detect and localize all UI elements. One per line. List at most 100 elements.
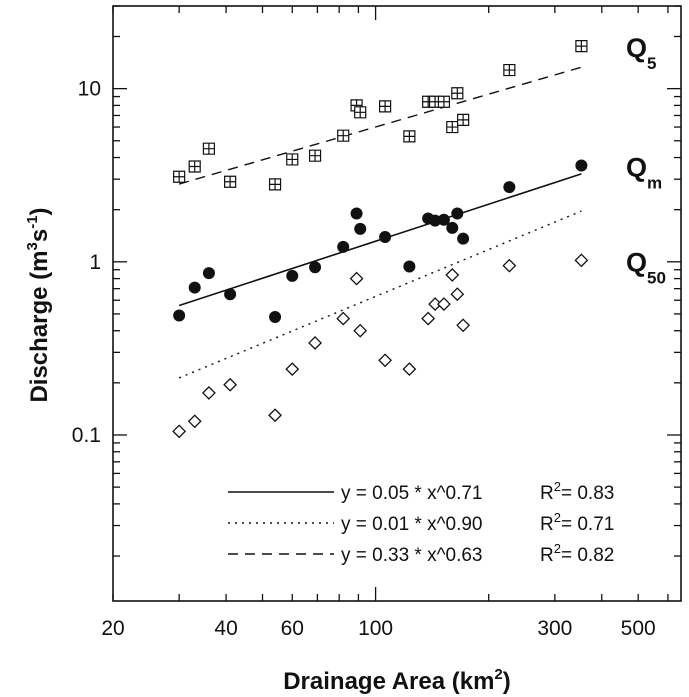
tick-labels: 0.1 1 10 20 40 60 100 300 500: [72, 78, 656, 640]
axis-ticks: [112, 5, 681, 601]
point-q5: [268, 178, 282, 191]
point-qm: [173, 309, 186, 322]
point-q50: [353, 323, 368, 338]
legend-r2-sup: 2: [554, 541, 561, 556]
y-axis-title-main: Discharge (m: [26, 250, 53, 402]
point-qm: [337, 240, 350, 253]
point-q5: [457, 113, 470, 126]
x-axis-title-sup: 2: [494, 666, 502, 683]
point-q5: [437, 95, 451, 108]
y-tick-label: 10: [78, 78, 101, 101]
x-tick-label: 100: [358, 617, 393, 640]
point-qm: [286, 269, 299, 282]
legend-r2-label: R: [540, 545, 554, 566]
point-qm: [575, 159, 588, 172]
point-q5: [451, 87, 464, 100]
fit-line-50: [178, 210, 582, 379]
point-q5: [224, 175, 237, 188]
y-tick-label: 1: [89, 251, 101, 274]
series-label-main: Q: [626, 152, 647, 182]
series-label-subscript: 5: [647, 54, 656, 73]
point-qm: [379, 231, 392, 244]
series-label-main: Q: [626, 247, 647, 277]
point-q50: [201, 385, 216, 400]
point-q50: [502, 258, 517, 273]
data-points: [172, 40, 589, 439]
point-q50: [268, 408, 282, 423]
legend-r2-label: R: [540, 514, 554, 535]
legend-r2-value: = 0.83: [561, 483, 614, 504]
point-qm: [503, 181, 516, 194]
legend-r2-value: = 0.71: [561, 514, 614, 535]
x-tick-label: 500: [621, 617, 656, 640]
point-q5: [337, 129, 350, 142]
legend-r2: R2= 0.71: [540, 510, 614, 535]
x-tick-label: 60: [281, 617, 304, 640]
series-label-q50: Q50: [626, 247, 666, 287]
point-q50: [223, 377, 238, 392]
point-q50: [378, 353, 393, 368]
x-axis-title-end: ): [503, 668, 511, 695]
point-q50: [421, 311, 436, 326]
fit-line-5: [178, 66, 582, 185]
x-axis-title-main: Drainage Area (km: [283, 668, 494, 695]
y-tick-label: 0.1: [72, 424, 101, 447]
point-q50: [336, 311, 351, 326]
y-axis-title-sup2: -1: [24, 215, 41, 228]
series-label-subscript: 50: [647, 268, 666, 287]
point-qm: [188, 281, 201, 294]
point-qm: [354, 222, 367, 235]
legend-r2: R2= 0.83: [540, 479, 614, 504]
point-q5: [575, 40, 588, 53]
legend-equation: y = 0.01 * x^0.90: [341, 514, 482, 535]
y-axis-title-sup1: 3: [24, 242, 41, 250]
legend: y = 0.05 * x^0.71 R2= 0.83y = 0.01 * x^0.…: [228, 479, 614, 566]
y-axis-title-end: ): [26, 207, 53, 215]
legend-r2-value: = 0.82: [561, 545, 614, 566]
point-qm: [457, 232, 470, 245]
point-q50: [436, 297, 451, 312]
point-q5: [503, 63, 516, 77]
y-axis-title: Discharge (m3s-1): [24, 207, 53, 402]
point-qm: [437, 213, 450, 226]
legend-r2-label: R: [540, 483, 554, 504]
legend-r2-sup: 2: [554, 510, 561, 525]
series-label-q5: Q5: [626, 33, 656, 73]
point-qm: [403, 260, 416, 273]
x-tick-label: 40: [214, 617, 237, 640]
point-q50: [450, 287, 465, 302]
point-qm: [446, 221, 459, 234]
point-q50: [349, 271, 364, 286]
legend-r2-sup: 2: [554, 479, 561, 494]
fit-lines: [178, 66, 582, 379]
point-q50: [172, 424, 187, 439]
point-qm: [429, 214, 442, 227]
point-qm: [202, 267, 215, 280]
y-axis-title-mid: s: [26, 229, 53, 242]
point-q5: [202, 142, 216, 155]
point-q5: [354, 106, 367, 119]
point-q5: [446, 120, 459, 134]
series-label-subscript: m: [647, 173, 662, 192]
point-q50: [456, 318, 471, 333]
point-qm: [309, 261, 322, 274]
point-q50: [574, 253, 589, 268]
plot-frame: [112, 5, 682, 602]
x-tick-label: 20: [101, 617, 124, 640]
point-q50: [445, 268, 460, 282]
point-qm: [224, 288, 237, 301]
point-qm: [269, 311, 282, 324]
point-q5: [403, 130, 416, 143]
point-q5: [308, 149, 322, 162]
point-q5: [379, 100, 392, 113]
point-q50: [187, 414, 202, 429]
series-label-main: Q: [626, 33, 647, 63]
point-qm: [350, 207, 363, 220]
series-label-qm: Qm: [626, 152, 662, 192]
legend-equation: y = 0.33 * x^0.63: [341, 545, 482, 566]
point-q50: [285, 362, 300, 377]
point-q50: [308, 336, 322, 350]
x-axis-title: Drainage Area (km2): [283, 666, 511, 695]
